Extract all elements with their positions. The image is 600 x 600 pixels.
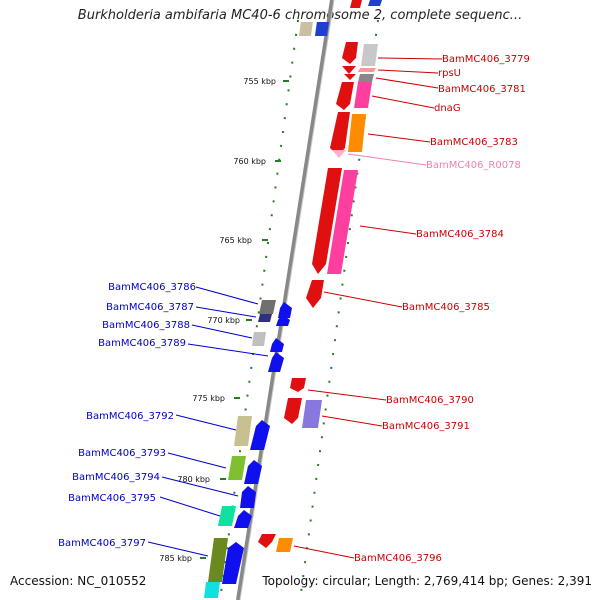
gene-bammc406-3788[interactable] [252,332,266,346]
gene-bammc406-3793[interactable] [228,456,262,484]
accession-text: Accession: NC_010552 [10,574,147,588]
tick-label: 780 kbp [177,475,210,484]
tick-label: 760 kbp [233,157,266,166]
gene-bammc406-3785[interactable] [306,280,324,308]
gene-label[interactable]: dnaG [434,103,461,114]
tick-label: 785 kbp [159,554,192,563]
gene-label[interactable]: BamMC406_3791 [382,421,470,432]
topology-text: Topology: circular; Length: 2,769,414 bp… [262,574,592,588]
gene-label[interactable]: BamMC406_R0078 [426,160,521,171]
gene-label[interactable]: rpsU [438,68,461,79]
forward-gene-labels: BamMC406_3779 rpsU BamMC406_3781 dnaG Ba… [354,54,530,564]
gene-bammc406-3796[interactable] [258,534,293,552]
tick-label: 755 kbp [243,77,276,86]
sequence-backbone-shade [239,0,335,600]
gene-label[interactable]: BamMC406_3793 [78,448,166,459]
gene-label[interactable]: BamMC406_3788 [102,320,190,331]
gene-dnag[interactable] [336,82,372,110]
gene-label[interactable]: BamMC406_3796 [354,553,442,564]
gene-label[interactable]: BamMC406_3786 [108,282,196,293]
reverse-gene-labels: BamMC406_3786 BamMC406_3787 BamMC406_378… [58,282,196,549]
gene-bammc406-3787[interactable] [258,314,290,326]
gene-bammc406-3797[interactable] [204,538,244,598]
gene-label[interactable]: BamMC406_3779 [442,54,530,65]
gene-label[interactable]: BamMC406_3795 [68,493,156,504]
gene-bammc406-3791[interactable] [284,398,322,428]
gene-label[interactable]: BamMC406_3784 [416,229,504,240]
tick-label: 770 kbp [207,316,240,325]
gene-label[interactable]: BamMC406_3792 [86,411,174,422]
gene-label[interactable]: BamMC406_3790 [386,395,474,406]
gene-label[interactable]: BamMC406_3789 [98,338,186,349]
gene-bammc406-r0078[interactable] [332,150,346,158]
gene-bammc406-3790[interactable] [290,378,306,392]
gene-label[interactable]: BamMC406_3787 [106,302,194,313]
gene-bammc406-3783[interactable] [330,112,366,156]
gene-rpsu[interactable] [342,66,376,74]
gene-bammc406-3795[interactable] [218,506,252,528]
gene-bammc406-3792[interactable] [234,416,270,450]
map-title: Burkholderia ambifaria MC40-6 chromosome… [77,8,523,23]
tick-label: 765 kbp [219,236,252,245]
gene-bammc406-3794[interactable] [240,486,256,508]
gene-bammc406-3786[interactable] [259,300,292,318]
gene-bammc406-3789[interactable] [268,338,284,372]
gene-label[interactable]: BamMC406_3783 [430,137,518,148]
gene-label[interactable]: BamMC406_3781 [438,84,526,95]
gene-label[interactable]: BamMC406_3797 [58,538,146,549]
gene-label[interactable]: BamMC406_3794 [72,472,160,483]
gene-stub-top[interactable] [298,0,382,36]
gene-bammc406-3779[interactable] [342,42,378,66]
gene-label[interactable]: BamMC406_3785 [402,302,490,313]
gene-bammc406-3781[interactable] [344,74,374,82]
tick-labels: 755 kbp 760 kbp 765 kbp 770 kbp 775 kbp … [159,77,276,563]
gene-bammc406-3784[interactable] [312,168,358,274]
tick-marks [200,80,289,559]
leader-lines [147,57,443,559]
tick-label: 775 kbp [192,394,225,403]
